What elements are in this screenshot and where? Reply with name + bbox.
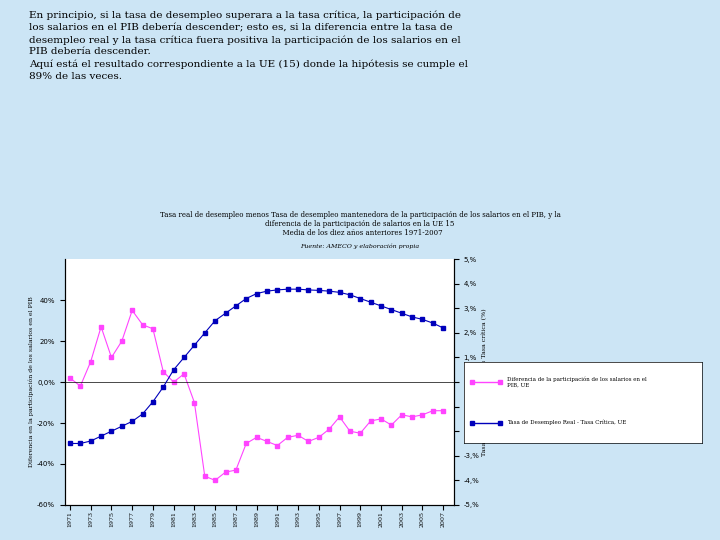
Text: Fuente: AMECO y elaboración propia: Fuente: AMECO y elaboración propia [300, 244, 420, 249]
Diferencia de la participación de los salarios en el
PIB, UE [86, 359, 95, 365]
Text: Tasa de Desempleo Real - Tasa Crítica, UE: Tasa de Desempleo Real - Tasa Crítica, U… [507, 420, 626, 426]
Text: En principio, si la tasa de desempleo superara a la tasa crítica, la participaci: En principio, si la tasa de desempleo su… [29, 11, 468, 81]
Diferencia de la participación de los salarios en el
PIB, UE [346, 428, 354, 434]
Diferencia de la participación de los salarios en el
PIB, UE [428, 408, 437, 414]
Tasa de Desempleo Real - Tasa Crítica, UE [76, 440, 85, 447]
Diferencia de la participación de los salarios en el
PIB, UE [159, 369, 168, 375]
Tasa de Desempleo Real - Tasa Crítica, UE [263, 288, 271, 294]
Tasa de Desempleo Real - Tasa Crítica, UE [294, 286, 302, 293]
Diferencia de la participación de los salarios en el
PIB, UE [232, 467, 240, 474]
Diferencia de la participación de los salarios en el
PIB, UE [138, 321, 147, 328]
Tasa de Desempleo Real - Tasa Crítica, UE [408, 314, 416, 320]
Diferencia de la participación de los salarios en el
PIB, UE [304, 438, 312, 444]
Tasa de Desempleo Real - Tasa Crítica, UE [96, 433, 105, 440]
Diferencia de la participación de los salarios en el
PIB, UE [211, 477, 220, 484]
Diferencia de la participación de los salarios en el
PIB, UE [263, 438, 271, 444]
Tasa de Desempleo Real - Tasa Crítica, UE [439, 325, 448, 331]
Tasa de Desempleo Real - Tasa Crítica, UE [397, 310, 406, 316]
Tasa de Desempleo Real - Tasa Crítica, UE [66, 440, 74, 447]
Diferencia de la participación de los salarios en el
PIB, UE [221, 469, 230, 475]
Tasa de Desempleo Real - Tasa Crítica, UE [304, 287, 312, 293]
Tasa de Desempleo Real - Tasa Crítica, UE [107, 428, 116, 434]
Diferencia de la participación de los salarios en el
PIB, UE [325, 426, 333, 433]
Diferencia de la participación de los salarios en el
PIB, UE [252, 434, 261, 441]
Tasa de Desempleo Real - Tasa Crítica, UE [159, 384, 168, 390]
Tasa de Desempleo Real - Tasa Crítica, UE [200, 329, 209, 336]
Diferencia de la participación de los salarios en el
PIB, UE [397, 411, 406, 418]
Diferencia de la participación de los salarios en el
PIB, UE [336, 414, 344, 420]
Diferencia de la participación de los salarios en el
PIB, UE [190, 399, 199, 406]
Tasa de Desempleo Real - Tasa Crítica, UE [242, 295, 251, 302]
Diferencia de la participación de los salarios en el
PIB, UE [284, 434, 292, 441]
Tasa de Desempleo Real - Tasa Crítica, UE [366, 299, 375, 306]
Tasa de Desempleo Real - Tasa Crítica, UE [428, 320, 437, 326]
Diferencia de la participación de los salarios en el
PIB, UE [242, 440, 251, 447]
Tasa de Desempleo Real - Tasa Crítica, UE [86, 438, 95, 444]
Diferencia de la participación de los salarios en el
PIB, UE [169, 379, 178, 386]
Line: Diferencia de la participación de los salarios en el
PIB, UE: Diferencia de la participación de los sa… [68, 309, 445, 482]
Tasa de Desempleo Real - Tasa Crítica, UE [211, 318, 220, 324]
Diferencia de la participación de los salarios en el
PIB, UE [273, 442, 282, 449]
Tasa de Desempleo Real - Tasa Crítica, UE [117, 423, 126, 429]
Diferencia de la participación de los salarios en el
PIB, UE [439, 408, 448, 414]
Diferencia de la participación de los salarios en el
PIB, UE [294, 432, 302, 438]
Diferencia de la participación de los salarios en el
PIB, UE [128, 307, 137, 314]
Diferencia de la participación de los salarios en el
PIB, UE [180, 370, 189, 377]
Tasa de Desempleo Real - Tasa Crítica, UE [315, 287, 323, 294]
Line: Tasa de Desempleo Real - Tasa Crítica, UE: Tasa de Desempleo Real - Tasa Crítica, U… [68, 287, 445, 445]
Tasa de Desempleo Real - Tasa Crítica, UE [346, 292, 354, 298]
Tasa de Desempleo Real - Tasa Crítica, UE [128, 418, 137, 424]
Tasa de Desempleo Real - Tasa Crítica, UE [190, 342, 199, 348]
Diferencia de la participación de los salarios en el
PIB, UE [377, 416, 385, 422]
Diferencia de la participación de los salarios en el
PIB, UE [117, 338, 126, 345]
Diferencia de la participación de los salarios en el
PIB, UE [408, 414, 416, 420]
Diferencia de la participación de los salarios en el
PIB, UE [148, 326, 157, 332]
Tasa de Desempleo Real - Tasa Crítica, UE [252, 291, 261, 297]
Text: Diferencia de la participación de los salarios en el
PIB, UE: Diferencia de la participación de los sa… [507, 376, 647, 388]
Diferencia de la participación de los salarios en el
PIB, UE [66, 375, 74, 381]
Tasa de Desempleo Real - Tasa Crítica, UE [356, 295, 364, 302]
Tasa de Desempleo Real - Tasa Crítica, UE [387, 306, 396, 313]
Tasa de Desempleo Real - Tasa Crítica, UE [221, 310, 230, 316]
Tasa de Desempleo Real - Tasa Crítica, UE [180, 354, 189, 361]
Diferencia de la participación de los salarios en el
PIB, UE [107, 354, 116, 361]
Diferencia de la participación de los salarios en el
PIB, UE [366, 418, 375, 424]
Diferencia de la participación de los salarios en el
PIB, UE [387, 422, 396, 428]
Tasa de Desempleo Real - Tasa Crítica, UE [232, 302, 240, 309]
Diferencia de la participación de los salarios en el
PIB, UE [76, 383, 85, 389]
Y-axis label: Tasa real de desempleo menos Tasa crítica (%): Tasa real de desempleo menos Tasa crític… [482, 308, 487, 456]
Tasa de Desempleo Real - Tasa Crítica, UE [284, 286, 292, 293]
Diferencia de la participación de los salarios en el
PIB, UE [356, 430, 364, 436]
Diferencia de la participación de los salarios en el
PIB, UE [96, 323, 105, 330]
Tasa de Desempleo Real - Tasa Crítica, UE [325, 288, 333, 294]
Y-axis label: Diferencia en la participación de los salarios en el PIB: Diferencia en la participación de los sa… [29, 296, 34, 468]
Text: Tasa real de desempleo menos Tasa de desempleo mantenedora de la participación d: Tasa real de desempleo menos Tasa de des… [160, 211, 560, 237]
Diferencia de la participación de los salarios en el
PIB, UE [200, 473, 209, 480]
Tasa de Desempleo Real - Tasa Crítica, UE [169, 367, 178, 373]
Tasa de Desempleo Real - Tasa Crítica, UE [418, 316, 427, 322]
Tasa de Desempleo Real - Tasa Crítica, UE [377, 302, 385, 309]
Tasa de Desempleo Real - Tasa Crítica, UE [336, 289, 344, 295]
Tasa de Desempleo Real - Tasa Crítica, UE [138, 411, 147, 417]
Tasa de Desempleo Real - Tasa Crítica, UE [148, 399, 157, 405]
Diferencia de la participación de los salarios en el
PIB, UE [418, 411, 427, 418]
Diferencia de la participación de los salarios en el
PIB, UE [315, 434, 323, 441]
Tasa de Desempleo Real - Tasa Crítica, UE [273, 287, 282, 293]
